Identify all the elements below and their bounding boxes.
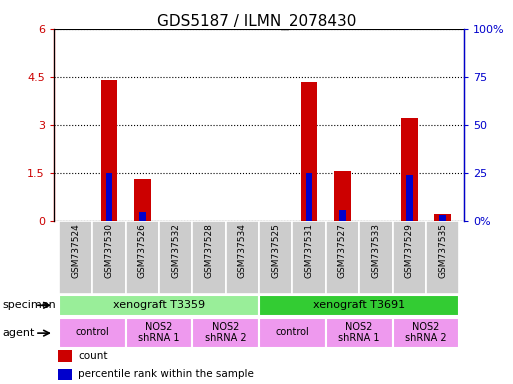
Bar xyxy=(59,318,126,348)
Bar xyxy=(101,80,117,221)
Bar xyxy=(434,214,451,221)
Text: GSM737529: GSM737529 xyxy=(405,223,413,278)
Bar xyxy=(326,221,359,294)
Text: GSM737534: GSM737534 xyxy=(238,223,247,278)
Text: specimen: specimen xyxy=(3,300,56,310)
Text: NOS2
shRNA 2: NOS2 shRNA 2 xyxy=(205,322,247,343)
Text: GSM737527: GSM737527 xyxy=(338,223,347,278)
Bar xyxy=(392,221,426,294)
Text: GSM737532: GSM737532 xyxy=(171,223,180,278)
Text: GDS5187 / ILMN_2078430: GDS5187 / ILMN_2078430 xyxy=(157,13,356,30)
Text: GSM737531: GSM737531 xyxy=(305,223,313,278)
Text: NOS2
shRNA 1: NOS2 shRNA 1 xyxy=(339,322,380,343)
Bar xyxy=(92,221,126,294)
Bar xyxy=(334,170,351,221)
Bar xyxy=(439,215,446,221)
Bar xyxy=(392,318,459,348)
Bar xyxy=(59,221,92,294)
Bar xyxy=(306,173,312,221)
Text: control: control xyxy=(275,328,309,338)
Text: count: count xyxy=(78,351,108,361)
Text: GSM737526: GSM737526 xyxy=(138,223,147,278)
Bar xyxy=(301,82,318,221)
Bar xyxy=(58,369,72,380)
Bar xyxy=(134,179,151,221)
Text: GSM737530: GSM737530 xyxy=(105,223,113,278)
Bar xyxy=(226,221,259,294)
Text: GSM737525: GSM737525 xyxy=(271,223,280,278)
Bar xyxy=(192,318,259,348)
Bar xyxy=(192,221,226,294)
Bar xyxy=(59,295,259,316)
Text: NOS2
shRNA 2: NOS2 shRNA 2 xyxy=(405,322,447,343)
Bar xyxy=(359,221,392,294)
Bar xyxy=(339,210,346,221)
Bar xyxy=(126,318,192,348)
Bar xyxy=(106,173,112,221)
Text: GSM737528: GSM737528 xyxy=(205,223,213,278)
Bar xyxy=(406,175,412,221)
Bar xyxy=(58,351,72,362)
Text: GSM737533: GSM737533 xyxy=(371,223,380,278)
Bar xyxy=(401,118,418,221)
Text: percentile rank within the sample: percentile rank within the sample xyxy=(78,369,254,379)
Bar xyxy=(259,295,459,316)
Text: control: control xyxy=(75,328,109,338)
Bar xyxy=(139,212,146,221)
Bar xyxy=(292,221,326,294)
Bar xyxy=(426,221,459,294)
Bar xyxy=(259,221,292,294)
Text: xenograft T3359: xenograft T3359 xyxy=(113,300,205,310)
Text: GSM737524: GSM737524 xyxy=(71,223,80,278)
Text: GSM737535: GSM737535 xyxy=(438,223,447,278)
Text: agent: agent xyxy=(3,328,35,338)
Bar xyxy=(159,221,192,294)
Bar xyxy=(126,221,159,294)
Bar xyxy=(326,318,392,348)
Text: NOS2
shRNA 1: NOS2 shRNA 1 xyxy=(138,322,180,343)
Bar xyxy=(259,318,326,348)
Text: xenograft T3691: xenograft T3691 xyxy=(313,300,405,310)
